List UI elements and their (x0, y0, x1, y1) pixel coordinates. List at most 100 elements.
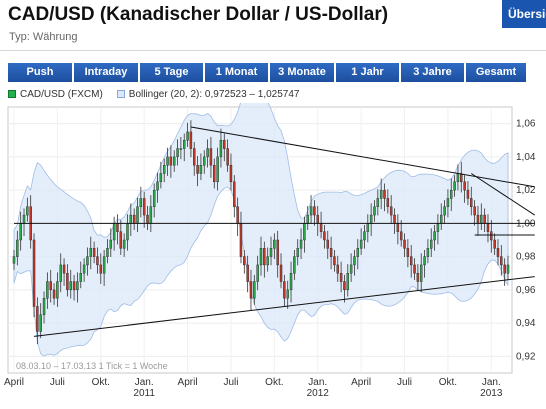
candle-body (203, 156, 206, 166)
x-tick-label: Okt. (92, 377, 110, 388)
candle-body (263, 248, 266, 266)
candle-body (363, 231, 366, 241)
x-tick-label: Juli (223, 377, 238, 388)
candle-body (42, 297, 46, 316)
candle-body (166, 156, 169, 166)
x-tick-label: April (351, 377, 371, 388)
candle-body (289, 273, 293, 291)
tab-3-monate[interactable]: 3 Monate (270, 63, 334, 82)
candle-body (419, 264, 423, 282)
x-tick-label: Jan. (135, 377, 154, 388)
candle-body (319, 223, 323, 232)
candle-body (426, 248, 430, 257)
candle-body (19, 223, 22, 241)
candle-body (406, 248, 410, 257)
candle-body (96, 256, 99, 266)
overview-button[interactable]: Übersicht (502, 0, 546, 28)
legend-series: CAD/USD (FXCM) (8, 89, 103, 100)
candle-body (323, 231, 326, 241)
bollinger-band (13, 103, 509, 357)
tab-5-tage[interactable]: 5 Tage (140, 63, 203, 82)
candle-body (483, 214, 486, 224)
candle-body (486, 223, 490, 232)
candle-body (460, 173, 463, 183)
candle-body (256, 264, 259, 282)
candle-body (183, 140, 186, 149)
candle-body (306, 214, 309, 224)
candle-body (279, 264, 283, 282)
candle-body (59, 264, 62, 282)
candle-body (403, 239, 406, 249)
candle-body (416, 273, 420, 282)
candle-body (12, 256, 16, 264)
y-tick-label: 0,94 (516, 318, 536, 329)
tab-gesamt[interactable]: Gesamt (466, 63, 526, 82)
instrument-type: Typ: Währung (9, 31, 78, 43)
candle-body (169, 156, 173, 166)
candle-body (283, 281, 286, 299)
trendline (33, 276, 535, 337)
candle-body (359, 239, 363, 249)
candle-body (423, 256, 426, 266)
chart-range-note: 08.03.10 – 17.03.13 1 Tick = 1 Woche (16, 361, 168, 371)
candle-body (453, 181, 456, 191)
candle-body (490, 231, 493, 241)
y-tick-label: 0,92 (516, 351, 536, 362)
candle-body (366, 223, 370, 232)
tab-intraday[interactable]: Intraday (74, 63, 138, 82)
candle-body (116, 223, 119, 232)
candle-body (493, 239, 496, 249)
candle-body (463, 181, 466, 191)
page-title: CAD/USD (Kanadischer Dollar / US-Dollar) (8, 4, 389, 25)
candle-body (303, 223, 306, 241)
candle-body (443, 206, 446, 216)
tab-push[interactable]: Push (8, 63, 72, 82)
candle-body (333, 256, 336, 266)
candle-body (69, 281, 72, 291)
candle-body (206, 148, 209, 158)
candle-body (193, 148, 196, 166)
candle-body (500, 256, 503, 266)
candle-body (379, 189, 383, 199)
legend-bollinger-label: Bollinger (20, 2): 0,972523 – 1,025747 (128, 88, 300, 100)
x-year-label: 2012 (307, 388, 330, 399)
candle-body (236, 206, 239, 224)
trendline (471, 173, 535, 216)
series-swatch-icon (8, 90, 16, 98)
candle-body (383, 189, 386, 199)
candle-body (32, 239, 36, 307)
candle-body (266, 256, 269, 266)
candle-body (409, 256, 413, 266)
candle-body (106, 248, 109, 257)
candle-body (213, 164, 216, 183)
candle-body (229, 164, 233, 183)
candle-body (39, 314, 42, 332)
candle-body (309, 206, 313, 216)
price-chart: 1,06 1,04 1,02 1,00 0,98 0,96 0,94 0,92 April Jul… (0, 103, 546, 409)
candle-body (82, 264, 86, 274)
tab-1-jahr[interactable]: 1 Jahr (336, 63, 399, 82)
candle-body (199, 164, 203, 174)
x-year-label: 2013 (480, 388, 503, 399)
candle-body (156, 181, 159, 191)
tab-3-jahre[interactable]: 3 Jahre (401, 63, 464, 82)
legend-series-label: CAD/USD (FXCM) (20, 88, 103, 100)
candle-body (353, 256, 356, 266)
candle-body (92, 248, 96, 257)
candle-body (436, 223, 440, 232)
candle-body (496, 248, 500, 257)
candle-body (209, 148, 213, 166)
candle-body (129, 214, 133, 224)
candle-body (399, 231, 403, 241)
tab-1-monat[interactable]: 1 Monat (205, 63, 268, 82)
chart-legend: CAD/USD (FXCM) Bollinger (20, 2): 0,9725… (8, 86, 313, 102)
candle-body (46, 281, 49, 299)
candle-body (56, 281, 59, 299)
candle-body (189, 131, 193, 149)
y-tick-label: 1,04 (516, 152, 536, 163)
candle-body (239, 223, 243, 257)
candle-body (329, 248, 333, 257)
x-tick-label: Jan. (482, 377, 501, 388)
candle-body (476, 214, 480, 224)
candle-body (346, 273, 350, 291)
